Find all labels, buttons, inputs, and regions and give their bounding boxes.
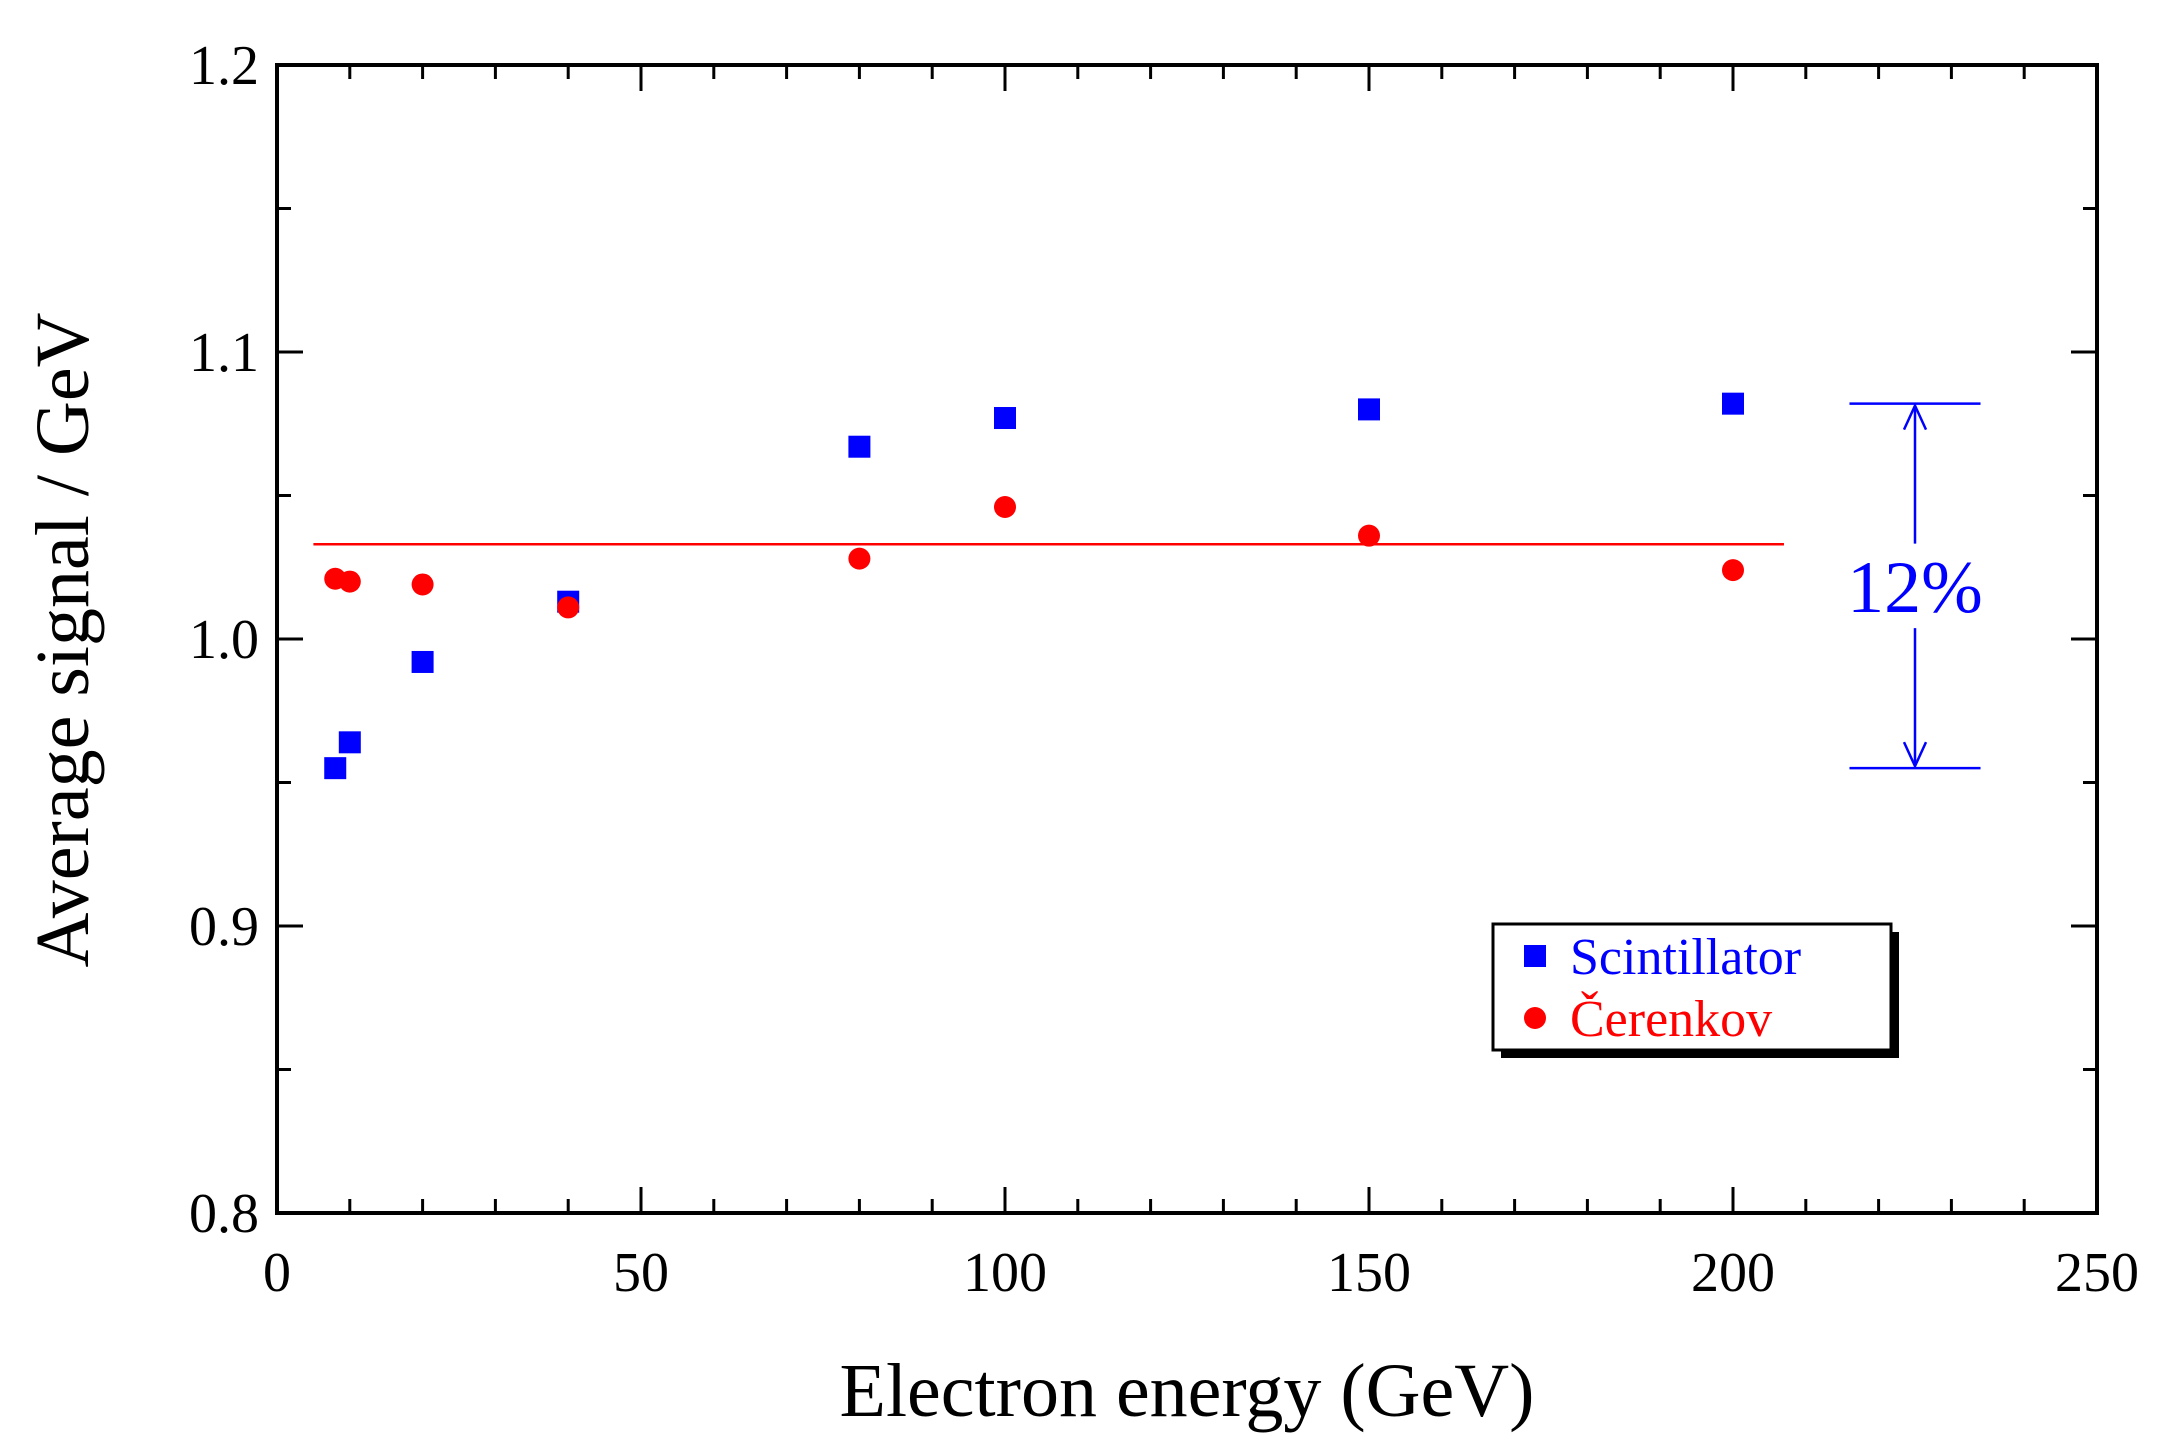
axis-ticks [275,63,2099,1215]
data-point-cerenkov [557,596,580,619]
data-point-cerenkov [994,495,1016,518]
legend: Scintillator Čerenkov [1491,922,1899,1058]
data-point-scintillator [338,731,361,754]
legend-box [1491,922,1893,1052]
arrow-down-icon [1902,741,1928,770]
data-point-cerenkov [411,573,434,596]
x-axis-title: Electron energy (GeV) [840,1349,1535,1433]
legend-label-cerenkov: Čerenkov [1570,990,1772,1048]
y-tick-label: 0.8 [189,1183,259,1245]
data-point-cerenkov [338,570,361,593]
data-point-scintillator [411,650,434,673]
y-tick-label: 1.0 [189,609,259,671]
y-tick-label: 1.2 [189,35,259,97]
x-tick-label: 100 [963,1242,1047,1304]
annotation-label: 12% [1847,547,1983,629]
range-annotation: 12% [1847,402,1983,770]
data-point-scintillator [848,435,871,458]
x-tick-label: 150 [1327,1242,1411,1304]
arrow-up-icon [1902,402,1928,431]
data-point-scintillator [1722,392,1744,415]
data-point-scintillator [1358,398,1380,421]
x-tick-label: 200 [1691,1242,1775,1304]
y-tick-label: 1.1 [189,322,259,384]
x-tick-label: 0 [263,1242,291,1304]
y-tick-label: 0.9 [189,896,259,958]
data-point-cerenkov [1358,524,1380,547]
x-tick-label: 50 [613,1242,669,1304]
legend-marker-cerenkov [1524,1007,1546,1029]
legend-marker-scintillator [1524,945,1546,967]
axis-tick-labels: 0 50 100 150 200 250 0.8 0.9 1.0 1.1 1.2 [189,35,2139,1304]
x-tick-label: 250 [2055,1242,2139,1304]
data-point-cerenkov [1722,559,1744,582]
data-point-cerenkov [848,547,871,570]
data-point-scintillator [994,407,1016,430]
data-points [324,392,1744,780]
legend-label-scintillator: Scintillator [1570,929,1801,986]
data-point-scintillator [324,757,347,780]
y-axis-title: Average signal / GeV [21,312,105,967]
